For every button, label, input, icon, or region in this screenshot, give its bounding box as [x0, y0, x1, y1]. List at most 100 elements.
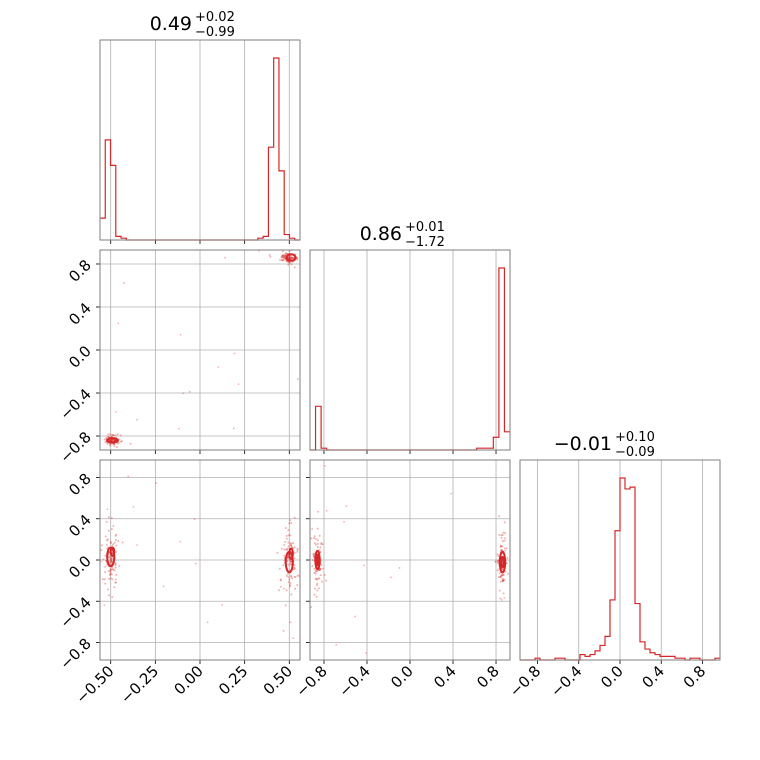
sample-point: [109, 570, 112, 573]
density-contour: [500, 555, 505, 569]
sample-point: [287, 576, 290, 579]
sample-point: [496, 569, 499, 572]
sample-point: [496, 561, 499, 564]
sample-point: [114, 439, 117, 442]
sample-point: [279, 258, 282, 261]
x-tick-label: −0.8: [292, 662, 330, 700]
y-tick-label: −0.4: [56, 385, 94, 423]
sample-point: [287, 563, 290, 566]
x-tick-label: −0.25: [117, 662, 162, 707]
sample-point: [494, 560, 497, 563]
sample-point: [288, 256, 291, 259]
sample-point: [502, 579, 505, 582]
title-median: 0.86: [360, 223, 402, 245]
sample-point: [287, 263, 290, 266]
sample-point: [110, 560, 113, 563]
sample-point: [320, 564, 323, 567]
sample-point: [217, 366, 220, 368]
sample-point: [120, 440, 123, 443]
sample-point: [288, 250, 291, 253]
sample-point: [206, 621, 209, 624]
sample-point: [98, 440, 100, 442]
sample-point: [290, 545, 293, 548]
sample-point: [502, 579, 505, 582]
sample-point: [108, 578, 111, 581]
x-tick-label: 0.8: [680, 662, 710, 692]
sample-point: [322, 567, 325, 570]
sample-point: [237, 383, 240, 386]
sample-point: [279, 585, 282, 588]
sample-point: [233, 352, 236, 355]
sample-point: [113, 443, 116, 446]
sample-point: [283, 256, 286, 259]
scatter-panel-1: −0.50 −0.25 0.00 0.25 0.50 −0.8 −0.4 0.0 0.4 0.8: [56, 459, 301, 707]
sample-point: [119, 440, 122, 443]
sample-point: [502, 573, 505, 576]
sample-point: [317, 510, 320, 513]
sample-point: [103, 578, 106, 581]
sample-point: [289, 560, 292, 563]
sample-point: [115, 573, 118, 576]
sample-point: [121, 541, 124, 544]
sample-point: [501, 540, 504, 543]
sample-point: [287, 580, 290, 583]
sample-point: [287, 534, 290, 537]
sample-point: [113, 439, 116, 442]
title-plus: +0.10: [615, 430, 655, 445]
sample-point: [318, 587, 321, 590]
panel-frame-1: [99, 459, 301, 661]
sample-point: [109, 541, 112, 544]
sample-point: [499, 580, 502, 583]
sample-point: [108, 594, 111, 597]
hist-frame-1: [309, 249, 511, 451]
sample-point: [320, 543, 323, 546]
sample-point: [296, 549, 299, 552]
sample-point: [109, 439, 112, 442]
sample-point: [501, 533, 504, 536]
sample-point: [290, 544, 293, 547]
sample-point: [292, 246, 294, 248]
sample-point: [365, 652, 368, 654]
sample-point: [115, 533, 118, 536]
sample-point: [499, 597, 502, 600]
sample-point: [498, 515, 501, 518]
sample-point: [114, 578, 117, 581]
sample-point: [108, 444, 111, 447]
sample-point: [281, 250, 284, 253]
sample-point: [315, 537, 318, 540]
sample-point: [505, 547, 508, 550]
sample-point: [313, 587, 316, 590]
sample-point: [285, 537, 288, 540]
sample-point: [292, 637, 295, 640]
sample-point: [318, 577, 321, 580]
sample-point: [288, 522, 291, 525]
sample-point: [500, 548, 503, 551]
sample-point: [325, 579, 328, 582]
sample-point: [290, 256, 293, 259]
sample-point: [112, 543, 115, 546]
hist-panel-2: −0.8 −0.4 0.0 0.4 0.8 −0.01 +0.10−0.09: [506, 430, 721, 701]
sample-point: [285, 535, 288, 538]
sample-point: [129, 442, 132, 445]
sample-point: [127, 475, 130, 478]
sample-point: [110, 439, 113, 442]
title-plus: +0.02: [195, 10, 235, 25]
sample-point: [182, 392, 185, 395]
sample-point: [109, 577, 112, 580]
sample-point: [111, 433, 114, 436]
sample-point: [287, 256, 290, 259]
panel-title-2: −0.01 +0.10−0.09: [554, 430, 655, 460]
sample-point: [296, 257, 299, 260]
sample-point: [116, 442, 119, 445]
sample-point: [293, 566, 296, 569]
sample-point: [109, 439, 112, 442]
sample-point: [335, 644, 338, 646]
sample-point: [450, 492, 453, 495]
sample-point: [500, 545, 503, 548]
sample-point: [289, 562, 292, 565]
sample-point: [276, 551, 279, 554]
sample-point: [109, 541, 112, 544]
sample-point: [289, 519, 292, 522]
sample-point: [319, 567, 322, 570]
